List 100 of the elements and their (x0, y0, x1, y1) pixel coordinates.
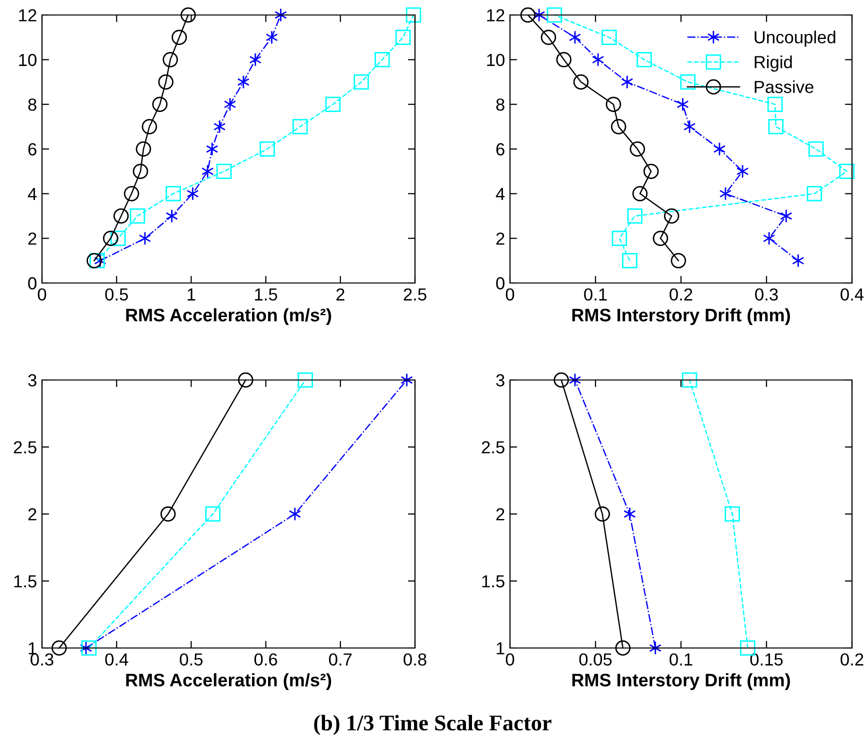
point (664, 208, 680, 224)
x-tick-label: 0.05 (579, 653, 612, 666)
y-tick-label: 2 (28, 508, 36, 520)
point (806, 186, 822, 202)
x-tick-label: 0.15 (750, 653, 783, 666)
x-tick-label: 0 (506, 653, 514, 666)
point (142, 119, 158, 134)
point (594, 506, 610, 522)
point (80, 641, 92, 655)
point (374, 52, 390, 68)
point (682, 372, 698, 388)
y-tick-label: 10 (19, 54, 36, 66)
point (762, 231, 776, 246)
y-tick-label: 8 (496, 98, 504, 111)
point (172, 30, 187, 45)
point (627, 208, 642, 224)
point (592, 52, 604, 67)
y-tick-label: 4 (28, 188, 37, 200)
point (630, 141, 646, 157)
point (632, 186, 648, 202)
point (132, 164, 148, 179)
point (113, 208, 129, 224)
y-tick-label: 10 (487, 54, 504, 66)
legend-label: Uncoupled (754, 30, 836, 47)
point (602, 30, 617, 45)
point (556, 52, 572, 68)
point (166, 209, 178, 223)
x-tick-label: 0.1 (670, 653, 692, 666)
point (652, 230, 668, 246)
x-tick-label: 0.1 (584, 288, 607, 301)
y-tick-label: 2.5 (482, 441, 504, 454)
point (736, 164, 749, 178)
point (406, 7, 422, 23)
point (162, 52, 178, 68)
point (839, 164, 855, 179)
point (86, 253, 102, 268)
point (554, 372, 569, 388)
point (354, 74, 369, 90)
point (110, 230, 126, 246)
x-tick-label: 0.2 (670, 288, 692, 301)
point (325, 96, 341, 112)
point (288, 507, 301, 521)
point (649, 641, 662, 655)
point (266, 30, 278, 44)
point (395, 30, 411, 45)
point (546, 7, 562, 23)
point (205, 506, 220, 522)
x-tick-label: 2 (336, 288, 344, 300)
point (180, 7, 196, 23)
point (573, 74, 589, 90)
point (292, 119, 308, 134)
point (643, 164, 659, 179)
x-tick-label: 0.7 (329, 653, 352, 666)
point (624, 507, 636, 521)
y-tick-label: 1 (496, 642, 504, 654)
text: (b) 1/3 Time Scale Factor (314, 714, 552, 735)
point (767, 96, 783, 112)
point (202, 164, 214, 178)
x-axis-title: RMS Interstory Drift (mm) (572, 673, 790, 690)
x-tick-label: 0 (38, 288, 46, 301)
point (568, 373, 582, 387)
point (808, 141, 824, 157)
y-tick-label: 2.5 (14, 441, 36, 454)
point (540, 30, 556, 45)
point (768, 119, 784, 134)
y-tick-label: 2 (28, 232, 36, 245)
point (683, 120, 696, 134)
point (400, 373, 413, 387)
point (136, 141, 152, 157)
point (719, 186, 732, 201)
point (160, 506, 176, 522)
x-tick-label: 0.5 (180, 653, 203, 666)
point (206, 142, 218, 156)
y-tick-label: 1.5 (14, 575, 36, 588)
y-tick-label: 2 (496, 508, 504, 520)
point (94, 254, 106, 268)
point (532, 8, 546, 22)
x-tick-label: 0 (506, 288, 514, 301)
point (158, 74, 174, 90)
y-tick-label: 4 (496, 188, 505, 200)
y-tick-label: 12 (19, 9, 36, 22)
y-tick-label: 6 (496, 143, 504, 156)
point (124, 186, 140, 202)
y-tick-label: 0 (496, 277, 504, 290)
point (780, 209, 792, 223)
point (213, 120, 226, 134)
legend-label: Rigid (754, 55, 792, 72)
x-tick-label: 1 (188, 288, 196, 300)
y-tick-label: 12 (487, 9, 504, 22)
x-tick-label: 0.3 (30, 653, 54, 666)
point (224, 97, 236, 112)
x-tick-label: 0.3 (755, 288, 778, 301)
point (612, 230, 628, 246)
point (152, 96, 168, 112)
x-tick-label: 1.5 (255, 288, 278, 301)
point (621, 75, 634, 89)
y-tick-label: 8 (28, 98, 36, 111)
point (713, 142, 726, 156)
point (610, 119, 626, 134)
x-tick-label: 0.8 (404, 653, 426, 666)
